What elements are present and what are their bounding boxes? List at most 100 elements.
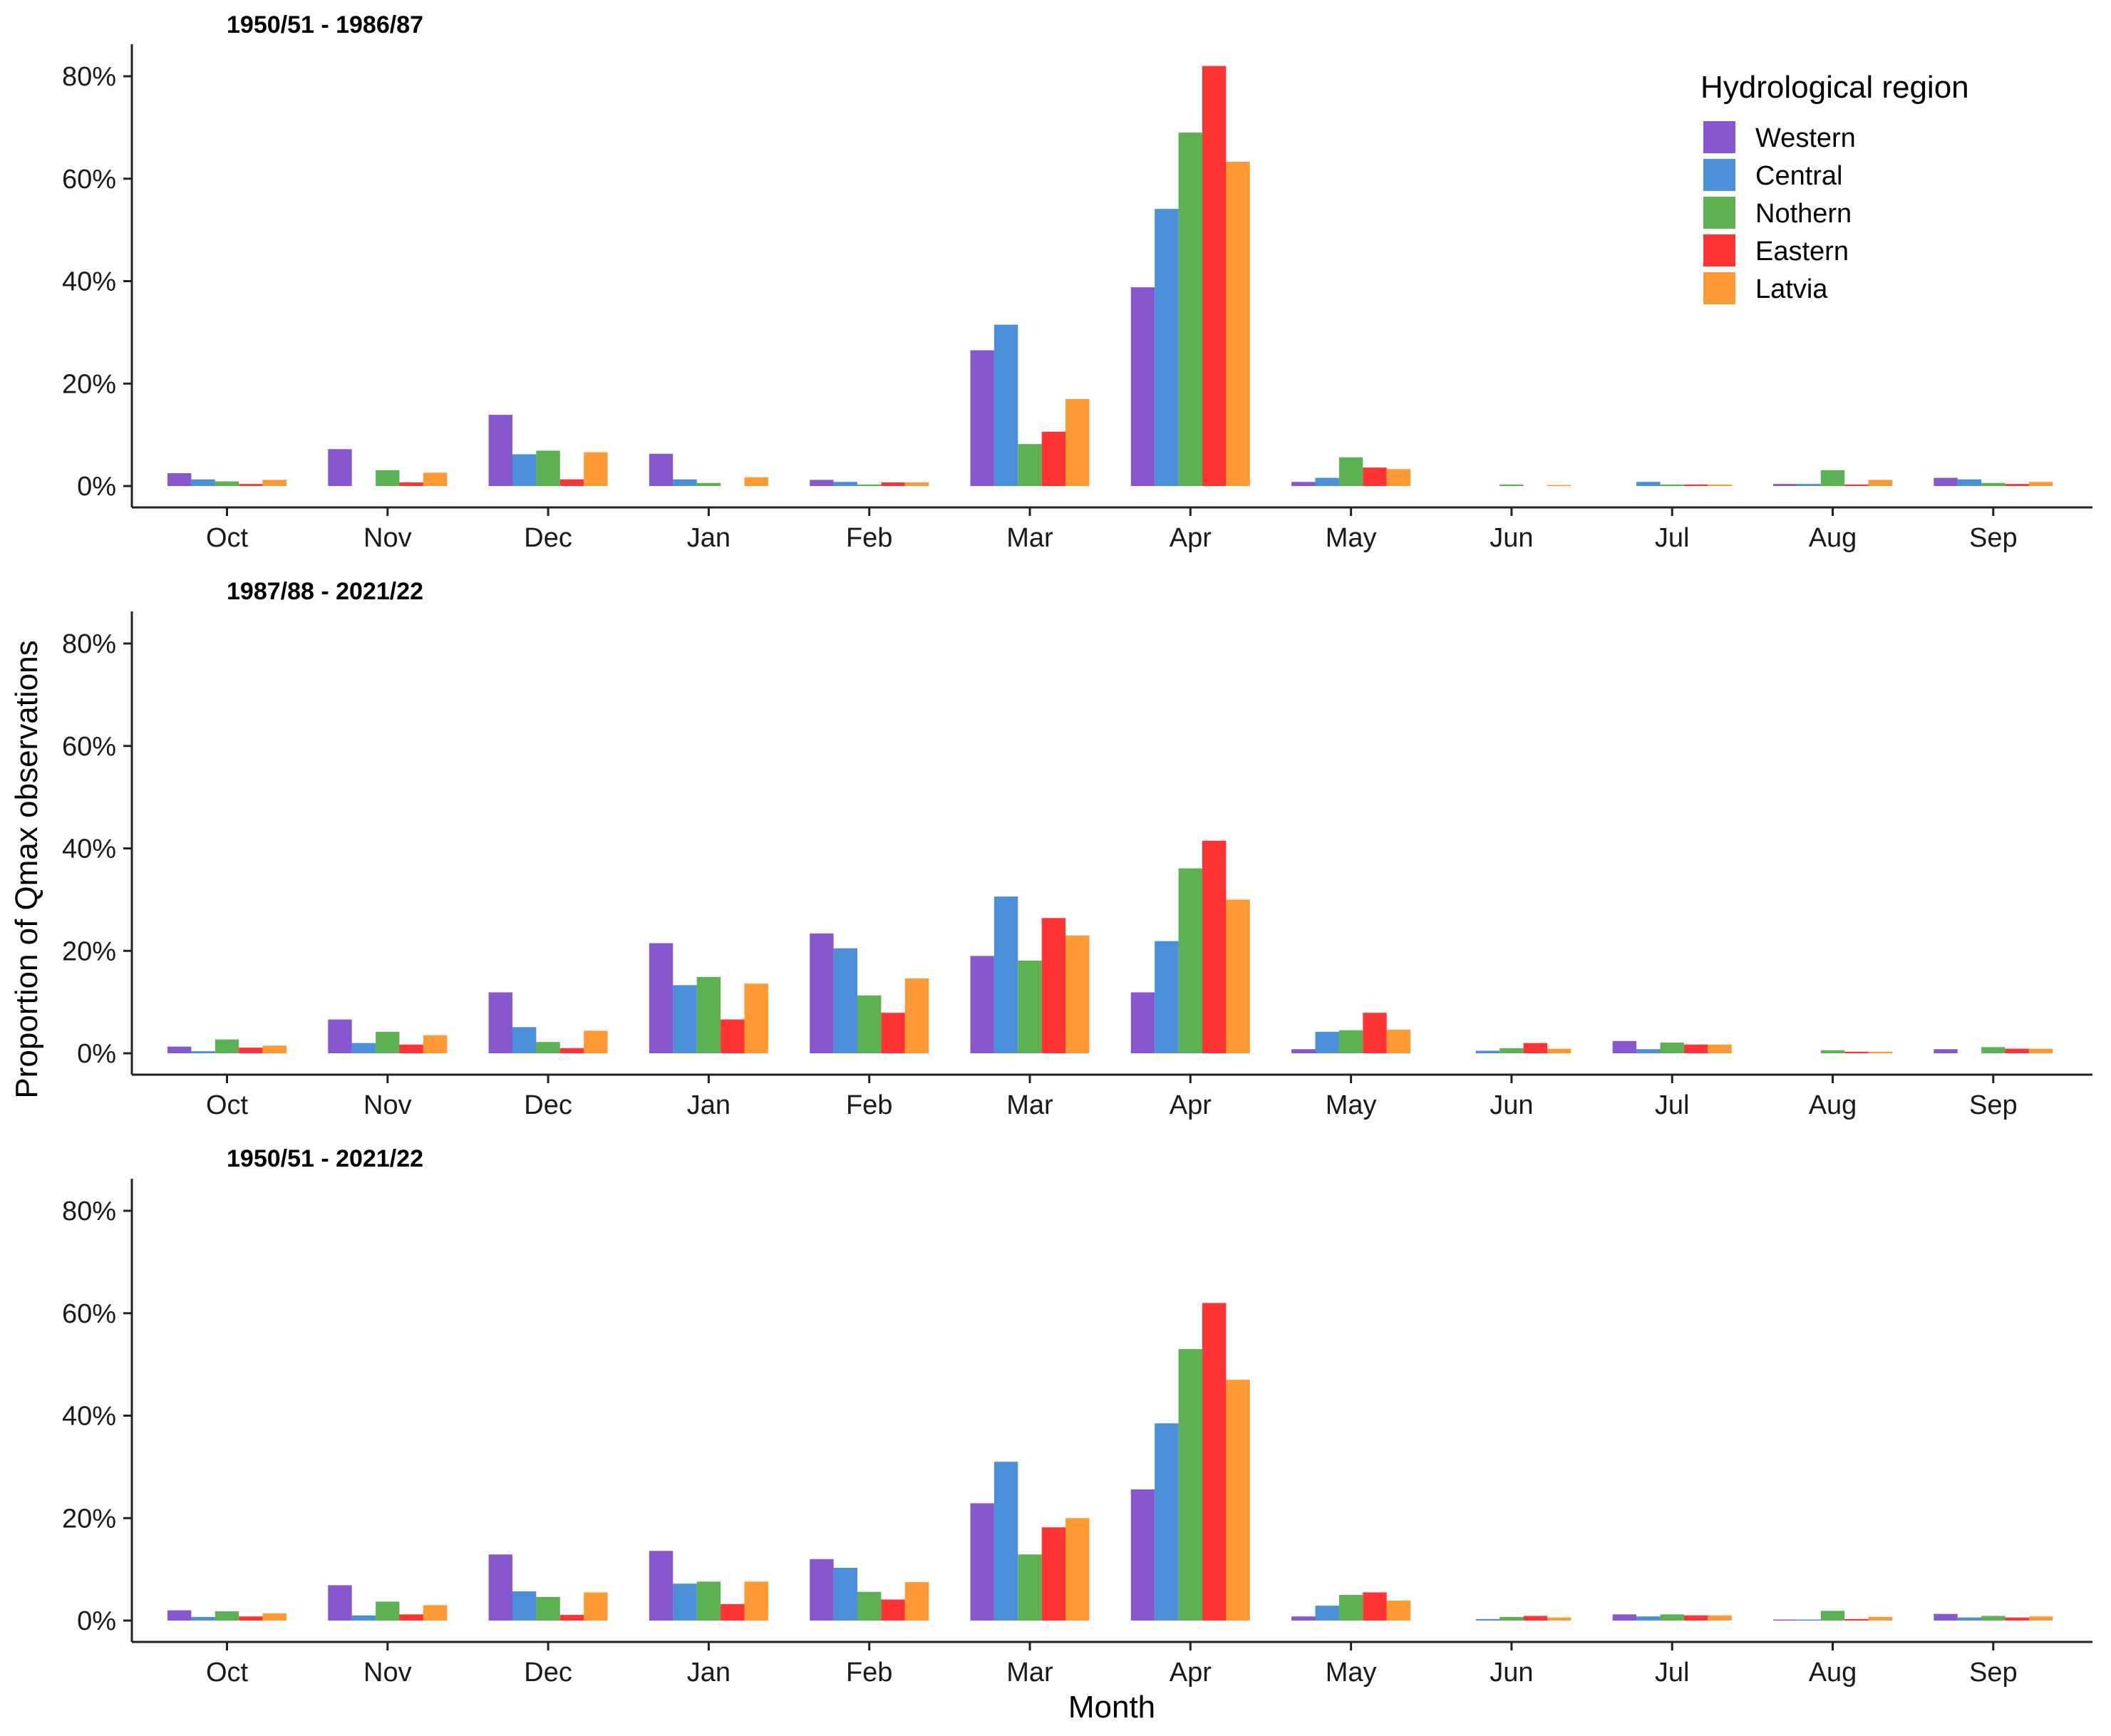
bar-latvia-feb xyxy=(904,1582,929,1621)
bar-eastern-may xyxy=(1363,1592,1387,1621)
bar-nothern-dec xyxy=(536,1596,560,1621)
bar-latvia-oct xyxy=(262,480,287,487)
bar-central-aug xyxy=(1797,1619,1821,1621)
bar-eastern-mar xyxy=(1041,918,1066,1053)
bar-western-oct xyxy=(167,1046,192,1053)
bar-central-oct xyxy=(191,1616,215,1621)
bar-latvia-aug xyxy=(1868,480,1892,487)
y-tick-label: 0% xyxy=(77,1039,116,1069)
panels-container: 1950/51 - 1986/87 0% 20% 40% 60% 80% Oct Nov Dec… xyxy=(62,11,2092,1688)
bar-western-feb xyxy=(810,1559,834,1621)
bar-western-jan xyxy=(649,453,673,486)
bar-latvia-jan xyxy=(744,477,768,486)
y-axis-title: Proportion of Qmax observations xyxy=(9,640,44,1098)
bar-nothern-mar xyxy=(1018,444,1042,486)
y-tick-label: 40% xyxy=(62,835,116,864)
bar-eastern-mar xyxy=(1041,431,1066,486)
bar-western-sep xyxy=(1934,477,1958,486)
bar-eastern-jan xyxy=(721,1604,745,1621)
legend-key-central xyxy=(1703,159,1735,191)
x-tick-label: Feb xyxy=(846,523,892,553)
panel-title: 1950/51 - 1986/87 xyxy=(227,11,423,38)
bar-nothern-sep xyxy=(1981,482,2006,486)
panel-title: 1987/88 - 2021/22 xyxy=(227,578,423,605)
bar-latvia-mar xyxy=(1065,935,1090,1053)
bar-nothern-jan xyxy=(696,976,721,1053)
bar-nothern-jun xyxy=(1500,1048,1524,1053)
x-tick-label: Aug xyxy=(1809,1658,1857,1688)
bar-nothern-sep xyxy=(1981,1616,2006,1621)
x-tick-label: May xyxy=(1326,523,1377,553)
bar-latvia-jul xyxy=(1708,1615,1732,1621)
bar-nothern-feb xyxy=(857,484,882,486)
x-tick-label: Oct xyxy=(206,523,249,553)
y-tick-label: 20% xyxy=(62,1504,116,1534)
panel: 1987/88 - 2021/22 0% 20% 40% 60% 80% Oct Nov Dec… xyxy=(62,578,2092,1120)
bar-western-aug xyxy=(1773,484,1797,487)
bar-nothern-sep xyxy=(1981,1047,2006,1054)
x-tick-label: Feb xyxy=(846,1658,892,1688)
bar-nothern-may xyxy=(1338,1595,1363,1621)
x-tick-label: Feb xyxy=(846,1090,892,1120)
bar-latvia-may xyxy=(1386,469,1411,486)
legend-label: Nothern xyxy=(1755,199,1852,229)
x-tick-label: Mar xyxy=(1006,1090,1053,1120)
bar-western-mar xyxy=(970,350,994,486)
bar-western-jan xyxy=(649,943,673,1053)
bar-central-may xyxy=(1315,1606,1339,1621)
bar-central-feb xyxy=(833,482,857,486)
x-tick-label: Nov xyxy=(363,1090,412,1120)
bar-nothern-apr xyxy=(1178,868,1202,1053)
panel: 1950/51 - 2021/22 0% 20% 40% 60% 80% Oct Nov Dec… xyxy=(62,1145,2092,1688)
bar-western-nov xyxy=(328,1019,352,1053)
bar-western-jul xyxy=(1612,1614,1637,1621)
bar-latvia-feb xyxy=(904,482,929,486)
bar-central-sep xyxy=(1957,1617,1982,1621)
bar-western-apr xyxy=(1130,1489,1155,1621)
bar-eastern-sep xyxy=(2005,1048,2029,1053)
bar-central-oct xyxy=(191,1051,215,1054)
bar-nothern-dec xyxy=(536,1042,560,1053)
x-tick-label: Nov xyxy=(363,1658,412,1688)
bar-eastern-jan xyxy=(721,1019,745,1053)
y-tick-label: 80% xyxy=(62,1197,116,1226)
bar-nothern-apr xyxy=(1178,133,1202,486)
x-tick-label: Aug xyxy=(1809,523,1857,553)
bar-eastern-feb xyxy=(881,1599,905,1621)
bar-latvia-jan xyxy=(744,983,768,1053)
bar-western-sep xyxy=(1934,1613,1958,1621)
legend: Hydrological region Western Central Nothern… xyxy=(1700,70,1969,304)
bar-nothern-oct xyxy=(215,1039,239,1053)
x-tick-label: Jun xyxy=(1490,523,1533,553)
y-tick-label: 20% xyxy=(62,936,116,966)
bar-western-oct xyxy=(167,1610,192,1621)
bar-nothern-dec xyxy=(536,450,560,486)
bar-central-may xyxy=(1315,1031,1339,1053)
bar-central-feb xyxy=(833,948,857,1053)
bar-latvia-jul xyxy=(1708,484,1732,486)
bar-eastern-oct xyxy=(239,484,263,487)
bar-eastern-apr xyxy=(1202,840,1227,1053)
x-tick-label: Apr xyxy=(1170,1658,1212,1688)
bar-latvia-jul xyxy=(1708,1044,1732,1053)
bar-nothern-aug xyxy=(1820,1050,1845,1053)
y-tick-label: 0% xyxy=(77,1606,116,1636)
bar-western-dec xyxy=(488,415,512,486)
bar-western-sep xyxy=(1934,1049,1958,1053)
bar-latvia-aug xyxy=(1868,1616,1892,1621)
x-tick-label: Apr xyxy=(1170,1090,1212,1120)
bar-latvia-may xyxy=(1386,1029,1411,1053)
bar-central-feb xyxy=(833,1567,857,1621)
bar-western-nov xyxy=(328,449,352,486)
bar-nothern-aug xyxy=(1820,470,1845,486)
bar-latvia-sep xyxy=(2028,482,2053,486)
bar-eastern-apr xyxy=(1202,1303,1227,1621)
bar-central-dec xyxy=(512,454,537,486)
bar-latvia-oct xyxy=(262,1613,287,1621)
bar-western-nov xyxy=(328,1585,352,1621)
bar-eastern-sep xyxy=(2005,1617,2029,1621)
y-tick-label: 60% xyxy=(62,732,116,762)
bar-latvia-oct xyxy=(262,1045,287,1053)
bar-latvia-apr xyxy=(1226,899,1250,1054)
